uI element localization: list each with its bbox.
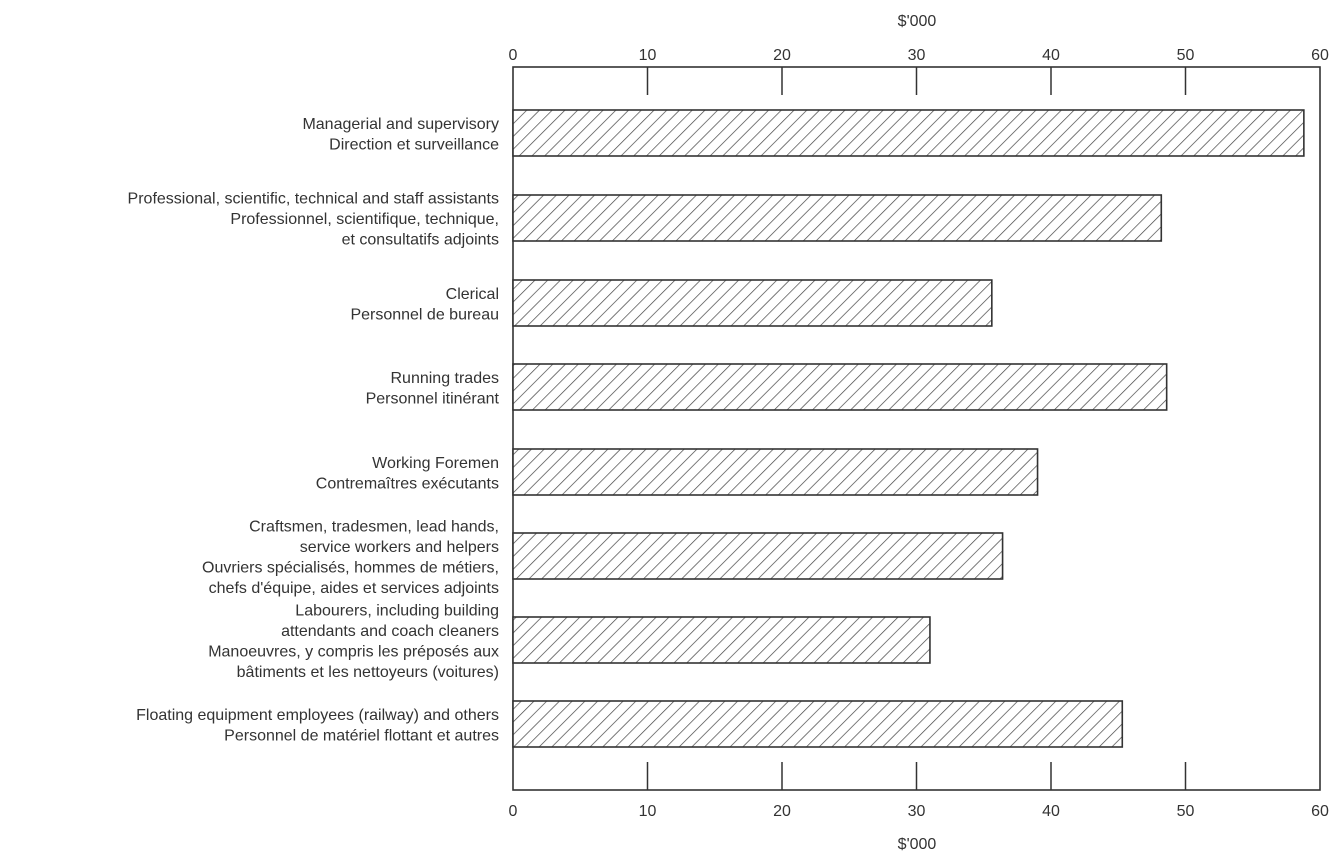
category-label-line: Running trades	[390, 370, 499, 387]
bottom-axis-title: $'000	[898, 836, 937, 851]
top-tick-label: 40	[1042, 47, 1060, 64]
category-label-line: Professionnel, scientifique, technique,	[230, 211, 499, 228]
bottom-tick-label: 40	[1042, 803, 1060, 820]
top-tick-label: 30	[908, 47, 926, 64]
bottom-tick-label: 20	[773, 803, 791, 820]
category-label-line: Contremaîtres exécutants	[316, 475, 499, 492]
tick-marks	[648, 67, 1186, 790]
bar	[513, 280, 992, 326]
category-label-line: Craftsmen, tradesmen, lead hands,	[249, 518, 499, 535]
bottom-tick-label: 10	[639, 803, 657, 820]
category-label-line: Professional, scientific, technical and …	[128, 191, 499, 208]
category-label-line: Managerial and supervisory	[302, 116, 499, 133]
bar	[513, 110, 1304, 156]
top-tick-label: 20	[773, 47, 791, 64]
bar	[513, 617, 930, 663]
category-label-line: service workers and helpers	[300, 539, 499, 556]
category-label-line: Clerical	[446, 286, 499, 303]
category-label-line: Personnel de bureau	[350, 306, 499, 323]
plot-frame	[513, 67, 1320, 790]
category-label-line: Personnel itinérant	[366, 390, 500, 407]
category-labels: Managerial and supervisory Direction et s…	[128, 116, 500, 745]
category-label-line: chefs d'équipe, aides et services adjoin…	[209, 580, 499, 597]
category-label-line: bâtiments et les nettoyeurs (voitures)	[237, 664, 499, 681]
bars	[513, 110, 1304, 747]
bottom-tick-label: 50	[1177, 803, 1195, 820]
bottom-tick-label: 60	[1311, 803, 1329, 820]
top-tick-label: 10	[639, 47, 657, 64]
bar	[513, 533, 1003, 579]
bottom-tick-labels: 0 10 20 30 40 50 60	[509, 803, 1329, 820]
bar	[513, 449, 1038, 495]
category-label-line: Manoeuvres, y compris les préposés aux	[208, 643, 499, 660]
bar	[513, 195, 1161, 241]
category-label-line: Labourers, including building	[295, 602, 499, 619]
top-tick-label: 50	[1177, 47, 1195, 64]
top-tick-labels: 0 10 20 30 40 50 60	[509, 47, 1329, 64]
category-label-line: Working Foremen	[372, 455, 499, 472]
bottom-tick-label: 30	[908, 803, 926, 820]
category-label-line: Floating equipment employees (railway) a…	[136, 707, 499, 724]
bottom-tick-label: 0	[509, 803, 518, 820]
top-tick-label: 60	[1311, 47, 1329, 64]
category-label-line: attendants and coach cleaners	[281, 623, 499, 640]
bar	[513, 701, 1122, 747]
category-label-line: Personnel de matériel flottant et autres	[224, 727, 499, 744]
category-label-line: et consultatifs adjoints	[342, 232, 499, 249]
category-label-line: Ouvriers spécialisés, hommes de métiers,	[202, 559, 499, 576]
top-axis-title: $'000	[898, 13, 937, 30]
top-tick-label: 0	[509, 47, 518, 64]
bar	[513, 364, 1167, 410]
category-label-line: Direction et surveillance	[329, 136, 499, 153]
